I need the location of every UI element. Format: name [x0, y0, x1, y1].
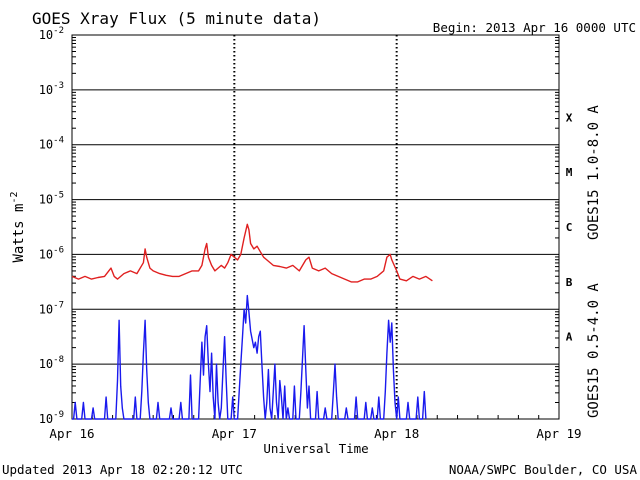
y-tick-label: 10-6	[39, 245, 64, 261]
data-series	[71, 223, 433, 420]
grid-lines	[72, 35, 559, 419]
y-tick-exp: -8	[53, 355, 64, 365]
y-axis-label-sup: -2	[9, 191, 20, 203]
series-line-short-wave	[72, 294, 427, 420]
x-tick-label: Apr 17	[212, 426, 257, 441]
flare-class-m: M	[566, 166, 573, 179]
y-tick-exp: -7	[53, 300, 64, 310]
y-tick-exp: -4	[53, 136, 64, 146]
y-tick-base: 10	[39, 357, 53, 371]
x-tick-label: Apr 19	[536, 426, 581, 441]
flare-class-c: C	[566, 221, 573, 234]
credit-label: NOAA/SWPC Boulder, CO USA	[449, 462, 638, 477]
flare-class-b: B	[566, 276, 573, 289]
y-tick-exp: -6	[53, 245, 64, 255]
x-tick-label: Apr 18	[374, 426, 419, 441]
legend-series-blue: GOES15 0.5-4.0 A	[586, 283, 602, 418]
y-axis-label: Watts m-2	[9, 191, 27, 262]
y-tick-exp: -2	[53, 26, 64, 36]
y-axis-label-text: Watts m	[11, 204, 27, 263]
y-tick-label: 10-7	[39, 300, 64, 316]
series-line-long-wave	[71, 223, 433, 283]
plot-frame	[71, 34, 560, 420]
flare-class-a: A	[566, 331, 573, 344]
y-tick-exp: -5	[53, 191, 64, 201]
y-tick-exp: -3	[53, 81, 64, 91]
y-tick-base: 10	[39, 193, 53, 207]
y-tick-base: 10	[39, 83, 53, 97]
y-axis: 10-910-810-710-610-510-410-310-2	[39, 26, 559, 426]
begin-label: Begin: 2013 Apr 16 0000 UTC	[433, 20, 636, 35]
y-tick-base: 10	[39, 138, 53, 152]
y-tick-label: 10-4	[39, 136, 64, 152]
flare-class-labels: A B C M X	[566, 111, 573, 343]
y-tick-base: 10	[39, 302, 53, 316]
y-tick-base: 10	[39, 412, 53, 426]
y-tick-base: 10	[39, 247, 53, 261]
x-tick-label: Apr 16	[49, 426, 94, 441]
x-axis: Apr 16 Apr 17 Apr 18 Apr 19	[49, 415, 582, 441]
chart-title: GOES Xray Flux (5 minute data)	[32, 9, 321, 28]
legend-series-red: GOES15 1.0-8.0 A	[586, 105, 602, 240]
y-tick-label: 10-2	[39, 26, 64, 42]
x-axis-label: Universal Time	[263, 441, 368, 456]
y-tick-label: 10-5	[39, 191, 64, 207]
y-tick-base: 10	[39, 28, 53, 42]
updated-timestamp: Updated 2013 Apr 18 02:20:12 UTC	[2, 462, 243, 477]
y-tick-label: 10-9	[39, 410, 64, 426]
y-tick-label: 10-3	[39, 81, 64, 97]
y-tick-label: 10-8	[39, 355, 64, 371]
flare-class-x: X	[566, 111, 573, 124]
y-tick-exp: -9	[53, 410, 64, 420]
